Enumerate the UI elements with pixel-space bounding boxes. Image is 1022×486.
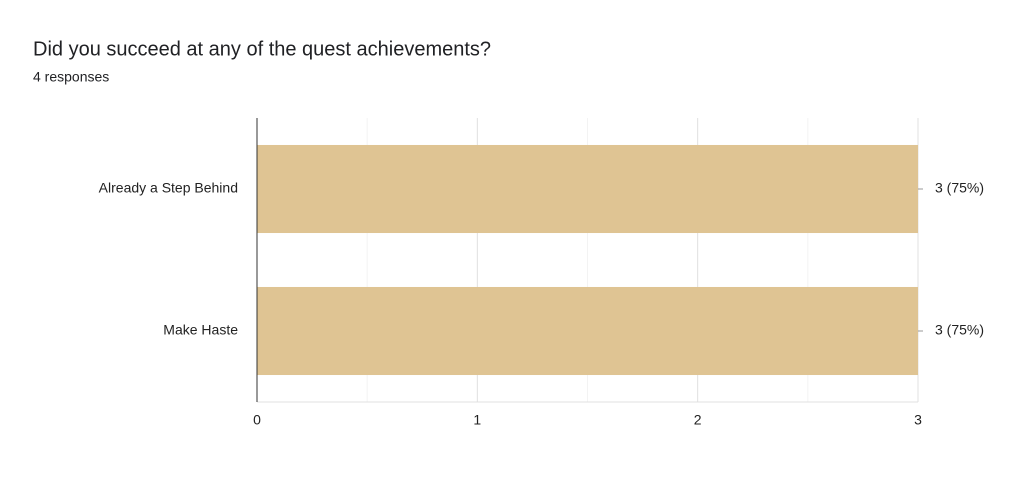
x-tick-label: 1 — [473, 412, 481, 428]
value-label: 3 (75%) — [935, 180, 984, 196]
x-tick-label: 0 — [253, 412, 261, 428]
chart-title: Did you succeed at any of the quest achi… — [33, 38, 491, 60]
chart-subtitle: 4 responses — [33, 69, 109, 85]
x-tick-label: 3 — [914, 412, 922, 428]
y-tick-label: Make Haste — [163, 322, 238, 338]
bar — [257, 286, 918, 376]
x-tick-label: 2 — [694, 412, 702, 428]
bar — [257, 144, 918, 234]
y-tick-label: Already a Step Behind — [99, 180, 238, 196]
value-label: 3 (75%) — [935, 322, 984, 338]
